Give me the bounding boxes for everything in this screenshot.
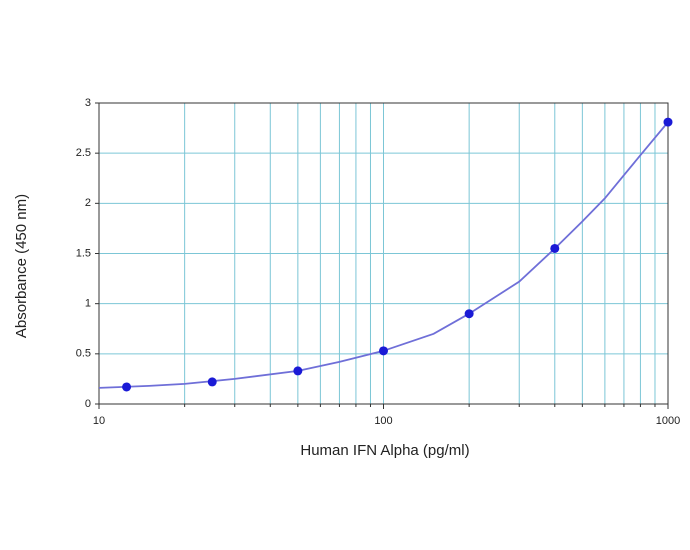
data-point [207, 377, 217, 387]
data-point [379, 346, 388, 356]
data-point [663, 117, 673, 127]
data-point [293, 366, 303, 376]
x-axis-title: Human IFN Alpha (pg/ml) [300, 442, 469, 459]
y-tick-label: 0 [85, 398, 91, 410]
y-tick-label: 0.5 [76, 348, 91, 360]
x-tick-label: 100 [374, 415, 392, 427]
y-tick-label: 2.5 [76, 147, 91, 159]
x-tick-label: 1000 [656, 415, 680, 427]
y-tick-label: 1.5 [76, 247, 91, 259]
x-tick-label: 10 [93, 415, 105, 427]
data-point [464, 309, 474, 319]
plot-frame [98, 102, 669, 405]
y-axis-title: Absorbance (450 nm) [13, 194, 30, 338]
y-tick-label: 2 [85, 197, 91, 209]
data-point [550, 243, 560, 253]
data-point [122, 382, 132, 392]
y-tick-label: 3 [85, 97, 91, 109]
y-tick-label: 1 [85, 298, 91, 310]
